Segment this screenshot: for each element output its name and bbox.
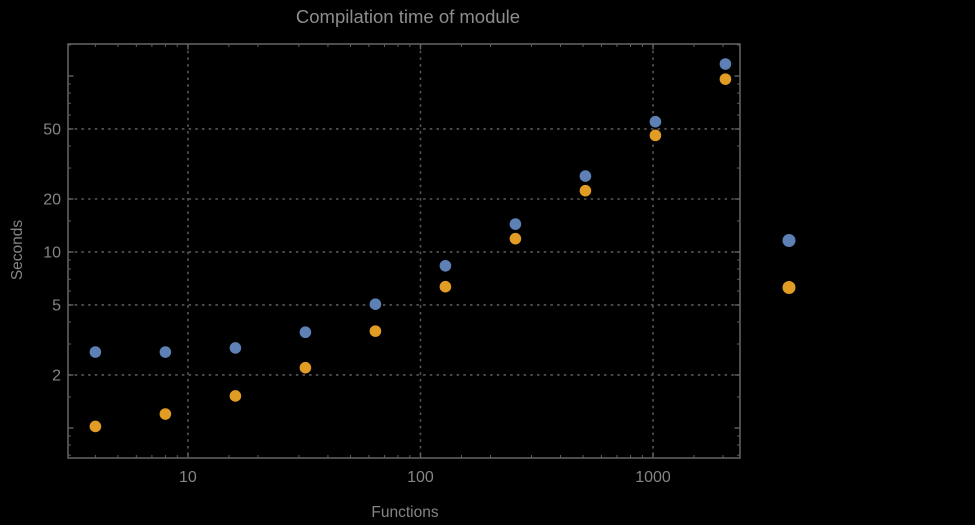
y-tick-label: 2	[52, 367, 61, 384]
chart-title: Compilation time of module	[296, 6, 520, 27]
data-point	[579, 184, 592, 197]
plot-frame	[67, 43, 741, 459]
legend-marker	[782, 281, 796, 294]
data-point	[509, 218, 522, 230]
x-tick-label: 100	[407, 469, 434, 486]
legend-marker	[782, 234, 796, 247]
y-tick-labels: 2 5 10 20 50	[43, 121, 61, 384]
data-points	[89, 58, 732, 433]
x-tick-label: 1000	[635, 469, 671, 486]
data-point	[369, 325, 382, 337]
axis-ticks	[68, 44, 740, 458]
gridlines	[68, 44, 740, 458]
data-point	[159, 346, 172, 358]
data-point	[89, 346, 102, 358]
data-point	[229, 390, 242, 402]
series-2-orange	[89, 73, 732, 433]
data-point	[579, 170, 592, 182]
y-tick-label: 20	[43, 192, 61, 209]
x-tick-label: 10	[179, 469, 197, 486]
y-tick-label: 50	[43, 121, 61, 138]
data-point	[89, 420, 102, 433]
data-point	[509, 232, 522, 245]
data-point	[649, 115, 662, 128]
y-tick-label: 5	[52, 297, 61, 314]
data-point	[229, 342, 242, 354]
y-axis-label: Seconds	[9, 220, 26, 281]
data-point	[299, 361, 312, 374]
data-point	[439, 259, 452, 272]
y-tick-label: 10	[43, 244, 61, 261]
data-point	[719, 73, 732, 85]
data-point	[719, 58, 732, 70]
data-point	[299, 326, 312, 339]
x-axis-label: Functions	[371, 504, 438, 521]
data-point	[649, 129, 662, 142]
data-point	[369, 298, 382, 310]
series-1-blue	[89, 58, 732, 358]
x-tick-labels: 10 100 1000	[179, 469, 671, 486]
data-point	[159, 408, 172, 420]
legend	[782, 234, 796, 294]
data-point	[439, 280, 452, 293]
